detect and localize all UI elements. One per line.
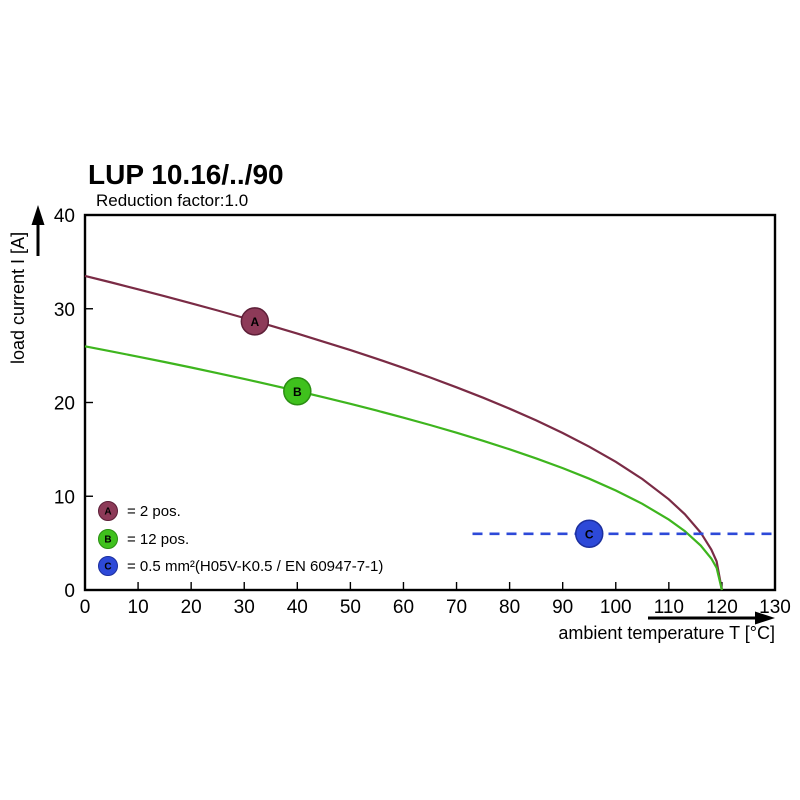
- y-tick-label: 0: [64, 581, 75, 602]
- legend-marker-b-icon: [98, 529, 118, 549]
- plot-area: 0 10 20 30 40 50 60 70 80 90 100 110 120 130 0 10 20 30 40…: [54, 206, 791, 618]
- x-tick-label: 110: [654, 597, 684, 618]
- chart-legend: A = 2 pos. B = 12 pos. C = 0.5 mm²(H05V-…: [98, 501, 383, 576]
- y-tick-label: 10: [54, 487, 75, 508]
- legend-letter-c: C: [104, 562, 111, 573]
- x-tick-label: 30: [234, 597, 255, 618]
- x-tick-label: 120: [706, 597, 738, 618]
- x-tick-label: 80: [499, 597, 520, 618]
- x-tick-label: 130: [759, 597, 791, 618]
- x-tick-label: 60: [393, 597, 414, 618]
- y-tick-label: 20: [54, 394, 75, 415]
- chart-title: LUP 10.16/../90: [88, 159, 284, 190]
- legend-item-b: B = 12 pos.: [98, 529, 189, 549]
- x-tick-label: 40: [287, 597, 308, 618]
- curve-a: [84, 274, 723, 591]
- x-tick-label: 70: [446, 597, 467, 618]
- x-tick-label: 50: [340, 597, 361, 618]
- y-tick-label: 30: [54, 300, 75, 321]
- marker-letter-c: C: [585, 527, 594, 541]
- legend-label-c: = 0.5 mm²(H05V-K0.5 / EN 60947-7-1): [127, 558, 383, 575]
- legend-marker-a-icon: [98, 501, 118, 521]
- x-axis-arrow-icon: [648, 611, 775, 625]
- y-axis-arrow-icon: [31, 205, 45, 256]
- marker-letter-b: B: [293, 385, 302, 399]
- curve-b: [84, 345, 723, 591]
- legend-label-b: = 12 pos.: [127, 531, 189, 548]
- x-tick-label: 20: [181, 597, 202, 618]
- x-tick-label: 10: [128, 597, 149, 618]
- marker-letter-a: A: [251, 315, 260, 329]
- legend-item-a: A = 2 pos.: [98, 501, 181, 521]
- marker-a-icon: [240, 307, 270, 336]
- legend-letter-a: A: [104, 507, 111, 518]
- legend-marker-c-icon: [98, 556, 118, 576]
- marker-c-icon: [574, 519, 604, 548]
- chart-subtitle: Reduction factor:1.0: [96, 191, 248, 210]
- y-tick-label: 40: [54, 206, 75, 227]
- x-tick-label: 0: [80, 597, 91, 618]
- x-tick-label: 90: [552, 597, 573, 618]
- x-axis-label: ambient temperature T [°C]: [558, 623, 775, 643]
- x-tick-label: 100: [600, 597, 632, 618]
- legend-item-c: C = 0.5 mm²(H05V-K0.5 / EN 60947-7-1): [98, 556, 383, 576]
- y-axis-label: load current I [A]: [8, 232, 28, 364]
- legend-letter-b: B: [104, 535, 111, 546]
- marker-b-icon: [283, 377, 312, 406]
- legend-label-a: = 2 pos.: [127, 503, 181, 520]
